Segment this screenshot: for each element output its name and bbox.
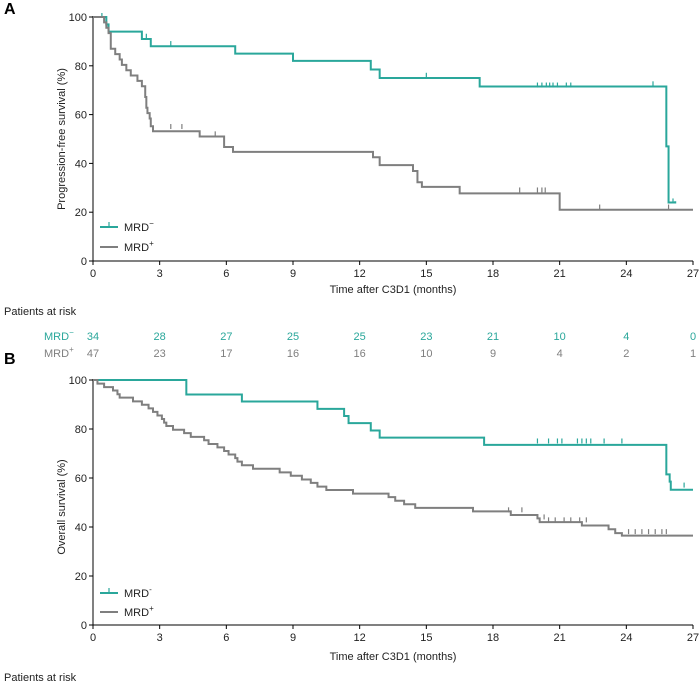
risk-table-title-a: Patients at risk: [4, 306, 77, 318]
y-tick-label: 40: [75, 158, 87, 170]
risk-count: 23: [154, 348, 166, 360]
y-axis-label-a: Progression-free survival (%): [56, 68, 68, 210]
x-axis-label-b: Time after C3D1 (months): [330, 651, 457, 663]
risk-count: 47: [87, 348, 99, 360]
risk-row-label-sup: −: [69, 328, 74, 337]
km-curve-mrd-neg: [93, 379, 693, 491]
legend-label: MRD−: [124, 219, 154, 234]
x-tick-label: 18: [487, 632, 499, 644]
y-tick-label: 80: [75, 424, 87, 436]
x-tick-label: 27: [687, 632, 699, 644]
x-tick-label: 12: [354, 632, 366, 644]
risk-count: 10: [554, 331, 566, 343]
legend-label-sup: −: [149, 219, 154, 228]
panel-a: A Progression-free survival (%) Time aft…: [4, 1, 699, 360]
legend-label: MRD-: [124, 585, 152, 600]
risk-row-label: MRD+: [44, 345, 74, 360]
y-tick-label: 20: [75, 207, 87, 219]
risk-table-title-b: Patients at risk: [4, 672, 77, 684]
km-curve-mrd-pos: [93, 379, 693, 537]
legend-label-sup: +: [149, 604, 154, 613]
x-tick-label: 0: [90, 632, 96, 644]
risk-count: 21: [487, 331, 499, 343]
y-tick-label: 100: [69, 375, 87, 387]
risk-row-label: MRD−: [44, 328, 74, 343]
risk-count: 4: [623, 331, 629, 343]
risk-count: 10: [420, 348, 432, 360]
risk-row-label: MRD−: [44, 694, 74, 698]
y-tick-label: 100: [69, 12, 87, 24]
y-tick-label: 0: [81, 256, 87, 268]
risk-count: 25: [354, 331, 366, 343]
y-tick-label: 40: [75, 522, 87, 534]
panel-b: B Overall survival (%) Time after C3D1 (…: [4, 351, 699, 698]
panel-letter-a: A: [4, 1, 16, 18]
x-tick-label: 3: [157, 632, 163, 644]
x-tick-label: 6: [223, 632, 229, 644]
risk-count: 17: [220, 348, 232, 360]
risk-count: 27: [220, 331, 232, 343]
x-axis-label-a: Time after C3D1 (months): [330, 284, 457, 296]
x-tick-label: 27: [687, 268, 699, 280]
risk-count: 34: [87, 331, 99, 343]
legend-label-sup: +: [149, 239, 154, 248]
legend-label-sup: -: [149, 585, 152, 594]
y-tick-label: 60: [75, 473, 87, 485]
x-tick-label: 9: [290, 268, 296, 280]
y-tick-label: 20: [75, 571, 87, 583]
km-curve-mrd-neg: [93, 16, 677, 204]
risk-count: 4: [557, 348, 563, 360]
x-tick-label: 24: [620, 268, 632, 280]
risk-row-label-sup: +: [69, 345, 74, 354]
x-tick-label: 15: [420, 632, 432, 644]
x-tick-label: 15: [420, 268, 432, 280]
risk-row-label-sup: −: [69, 694, 74, 698]
y-axis-label-b: Overall survival (%): [56, 459, 68, 554]
risk-count: 1: [690, 348, 696, 360]
x-tick-label: 24: [620, 632, 632, 644]
y-tick-label: 80: [75, 61, 87, 73]
km-curve-mrd-pos: [93, 16, 693, 211]
risk-count: 23: [420, 331, 432, 343]
risk-count: 2: [623, 348, 629, 360]
risk-count: 0: [690, 331, 696, 343]
x-tick-label: 3: [157, 268, 163, 280]
x-tick-label: 21: [554, 632, 566, 644]
legend-label: MRD+: [124, 604, 154, 619]
x-tick-label: 18: [487, 268, 499, 280]
legend-label: MRD+: [124, 239, 154, 254]
panel-letter-b: B: [4, 351, 16, 368]
y-tick-label: 60: [75, 110, 87, 122]
risk-count: 28: [154, 331, 166, 343]
x-tick-label: 12: [354, 268, 366, 280]
x-tick-label: 0: [90, 268, 96, 280]
x-tick-label: 21: [554, 268, 566, 280]
risk-count: 16: [354, 348, 366, 360]
risk-count: 9: [490, 348, 496, 360]
risk-count: 25: [287, 331, 299, 343]
x-tick-label: 6: [223, 268, 229, 280]
risk-count: 16: [287, 348, 299, 360]
y-tick-label: 0: [81, 620, 87, 632]
x-tick-label: 9: [290, 632, 296, 644]
